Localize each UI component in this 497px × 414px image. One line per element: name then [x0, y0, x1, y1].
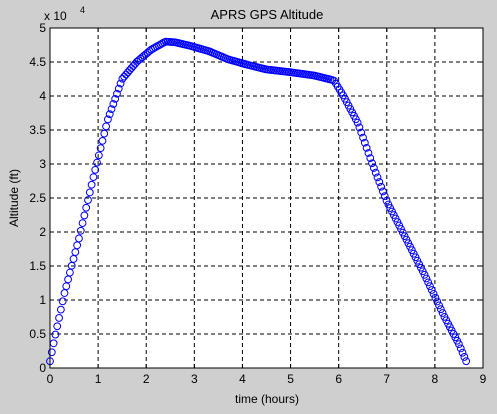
data-point	[76, 226, 85, 235]
data-point	[107, 105, 116, 113]
data-point	[109, 100, 118, 108]
data-point	[104, 115, 112, 124]
data-point	[373, 173, 382, 182]
data-point	[380, 192, 389, 201]
y-tick-label: 5	[39, 21, 46, 35]
x-tick-label: 5	[287, 372, 294, 386]
data-point	[436, 305, 445, 314]
data-point	[433, 297, 442, 306]
data-point	[56, 305, 65, 314]
data-point	[114, 84, 123, 93]
data-point	[94, 151, 103, 160]
x-tick-label: 3	[191, 372, 198, 386]
data-point	[47, 348, 56, 357]
data-point	[455, 340, 463, 349]
y-axis-label: Altitude (ft)	[7, 169, 21, 227]
x-tick-label: 8	[432, 372, 439, 386]
data-point	[55, 314, 63, 322]
data-point	[355, 123, 364, 132]
data-point	[429, 289, 438, 298]
data-point	[100, 129, 109, 138]
data-point	[82, 203, 91, 212]
data-point	[369, 164, 378, 172]
data-point	[87, 180, 96, 189]
data-point	[80, 211, 89, 220]
data-point	[435, 301, 443, 310]
data-point	[362, 143, 371, 152]
data-point	[113, 89, 121, 98]
data-point	[371, 168, 380, 177]
x-axis-label: time (hours)	[235, 392, 299, 406]
data-point	[462, 357, 471, 366]
y-tick-label: 4	[39, 89, 46, 103]
data-point	[96, 144, 105, 153]
tick-marks	[49, 27, 484, 369]
data-point	[366, 154, 375, 163]
data-point	[360, 138, 369, 147]
data-point	[431, 293, 440, 302]
y-tick-label: 1.5	[29, 259, 46, 273]
data-point	[89, 173, 98, 182]
x-tick-label: 9	[480, 372, 487, 386]
data-point	[105, 110, 114, 119]
data-point	[85, 188, 94, 197]
data-point	[422, 274, 431, 283]
y-exponent-base: x 10	[44, 9, 67, 23]
data-point	[368, 159, 376, 168]
data-point	[379, 187, 387, 196]
data-point	[382, 196, 391, 205]
data-point	[111, 94, 120, 103]
data-point	[424, 278, 433, 287]
data-point	[460, 353, 469, 361]
data-point	[116, 79, 125, 88]
data-point	[98, 136, 107, 145]
data-point	[75, 234, 83, 243]
data-point	[91, 165, 100, 174]
grid-lines	[50, 28, 483, 368]
x-tick-label: 6	[335, 372, 342, 386]
data-point	[377, 182, 386, 191]
data-point	[357, 128, 366, 137]
x-tick-label: 2	[143, 372, 150, 386]
y-tick-label: 0	[39, 361, 46, 375]
x-tick-label: 7	[383, 372, 390, 386]
data-point	[53, 322, 62, 331]
data-point	[359, 133, 367, 142]
x-tick-label: 4	[239, 372, 246, 386]
data-point	[93, 158, 101, 167]
data-point	[353, 118, 362, 127]
y-tick-label: 0.5	[29, 327, 46, 341]
x-tick-labels: 0 1 2 3 4 5 6 7 8 9	[47, 372, 487, 386]
y-tick-label: 2	[39, 225, 46, 239]
data-point	[458, 348, 467, 357]
data-point	[78, 219, 87, 228]
data-point	[364, 149, 373, 157]
y-tick-label: 1	[39, 293, 46, 307]
x-tick-label: 0	[47, 372, 54, 386]
y-tick-label: 3.5	[29, 123, 46, 137]
chart-title: APRS GPS Altitude	[211, 7, 324, 22]
y-tick-labels: 0 0.5 1 1.5 2 2.5 3 3.5 4 4.5 5	[29, 21, 46, 375]
y-exponent-power: 4	[80, 5, 85, 15]
data-point	[158, 39, 167, 48]
data-point	[438, 309, 447, 317]
data-point	[420, 270, 429, 279]
data-point	[456, 344, 465, 353]
data-point	[58, 297, 67, 306]
data-point	[102, 122, 110, 131]
data-point	[426, 282, 434, 291]
data-point	[427, 286, 436, 294]
y-tick-label: 4.5	[29, 55, 46, 69]
data-point	[375, 178, 384, 186]
data-point	[51, 330, 60, 339]
y-tick-label: 2.5	[29, 191, 46, 205]
y-tick-label: 3	[39, 157, 46, 171]
data-point	[84, 196, 92, 204]
x-tick-label: 1	[95, 372, 102, 386]
